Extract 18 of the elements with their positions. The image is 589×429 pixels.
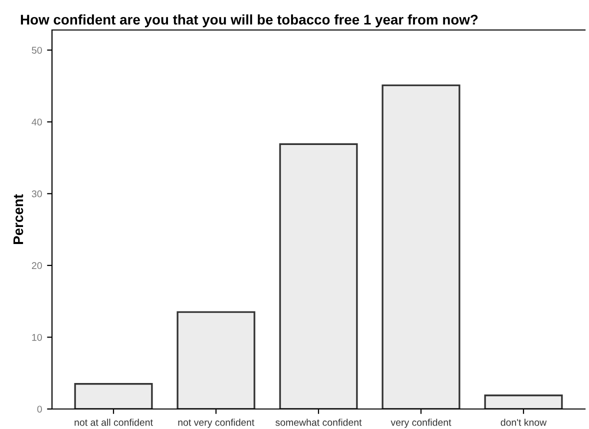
bar [279,143,358,409]
bar [74,383,153,409]
bar [382,84,460,409]
y-tick-label: 40 [32,118,42,126]
bar [176,311,256,409]
x-tick-label: very confident [390,418,452,428]
x-tick-label: don't know [500,418,547,426]
y-tick-label: 50 [32,46,42,54]
y-tick-label: 0 [37,406,42,413]
x-tick-label: not at all confident [74,418,153,426]
x-tick-label: not very confident [178,418,254,428]
y-axis-title: Percent [13,194,24,244]
bar [484,394,563,409]
y-tick-label: 20 [32,262,42,270]
x-tick-label: somewhat confident [276,418,362,426]
chart-title: How confident are you that you will be tobacco free 1 year from now? [20,14,478,28]
y-tick-label: 10 [32,334,42,341]
y-tick-label: 30 [32,190,42,198]
